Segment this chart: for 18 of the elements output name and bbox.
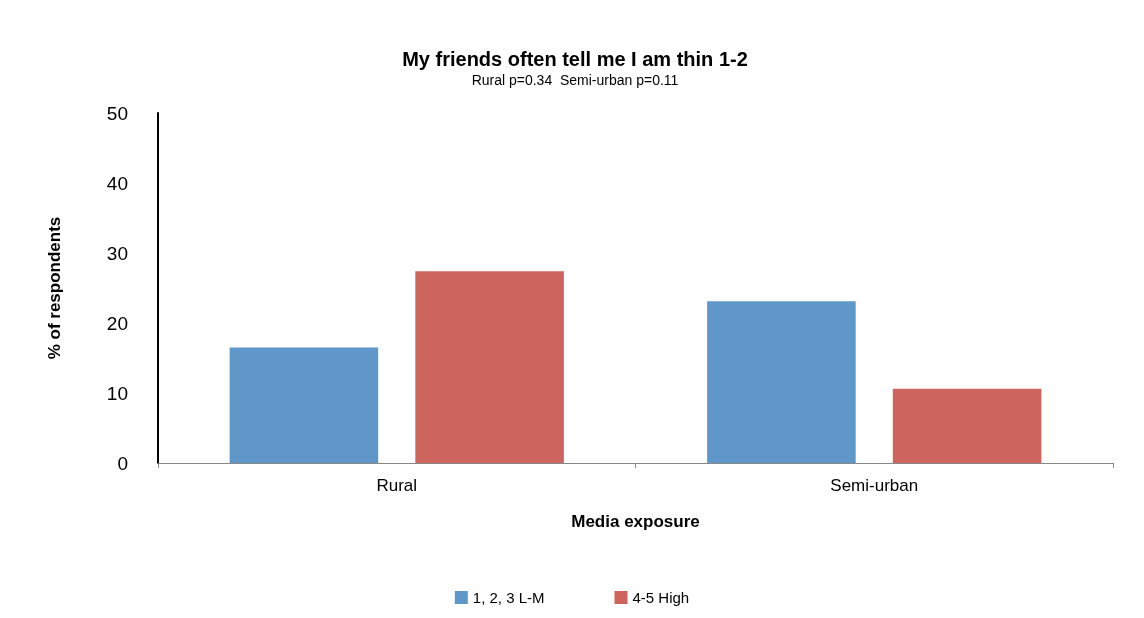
- y-tick-label: 50: [106, 102, 128, 124]
- x-axis-title: Media exposure: [571, 512, 700, 531]
- y-tick-label: 0: [117, 452, 128, 474]
- bar: [892, 388, 1042, 463]
- legend-label: 4-5 High: [632, 589, 690, 606]
- x-tick-label: Rural: [376, 476, 418, 495]
- bar: [415, 271, 564, 463]
- bar: [229, 347, 379, 463]
- chart-subtitle: Rural p=0.34 Semi-urban p=0.11: [471, 72, 679, 88]
- y-tick-label: 30: [106, 242, 128, 264]
- legend-label: 1, 2, 3 L-M: [472, 589, 545, 606]
- x-tick-label: Semi-urban: [830, 476, 919, 495]
- y-axis-title: % of respondents: [45, 216, 64, 360]
- chart-title: My friends often tell me I am thin 1-2: [402, 48, 748, 70]
- y-tick-label: 40: [106, 172, 128, 194]
- bar: [707, 301, 856, 463]
- y-tick-label: 20: [106, 312, 128, 334]
- y-tick-label: 10: [106, 382, 128, 404]
